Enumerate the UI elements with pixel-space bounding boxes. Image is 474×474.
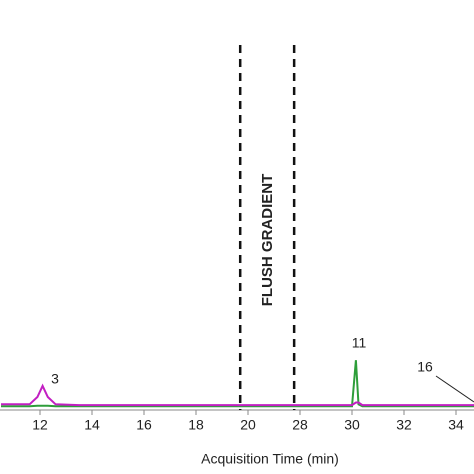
x-tick-label: 20 (240, 417, 256, 433)
trace (1, 383, 474, 407)
x-tick-label: 16 (136, 417, 152, 433)
x-tick-label: 12 (32, 417, 48, 433)
x-tick-label: 14 (84, 417, 100, 433)
leader-line (435, 375, 474, 403)
x-tick-label: 18 (188, 417, 204, 433)
x-tick-label: 28 (292, 417, 308, 433)
x-tick-label: 30 (344, 417, 360, 433)
peak-label: 16 (417, 359, 433, 375)
x-axis-label: Acquisition Time (min) (201, 451, 339, 467)
annotation: FLUSH GRADIENT (259, 174, 276, 307)
trace (1, 360, 474, 408)
peak-label: 11 (352, 335, 367, 351)
peak-label: 3 (51, 371, 59, 387)
x-tick-label: 32 (396, 417, 412, 433)
x-tick-label: 34 (448, 417, 464, 433)
